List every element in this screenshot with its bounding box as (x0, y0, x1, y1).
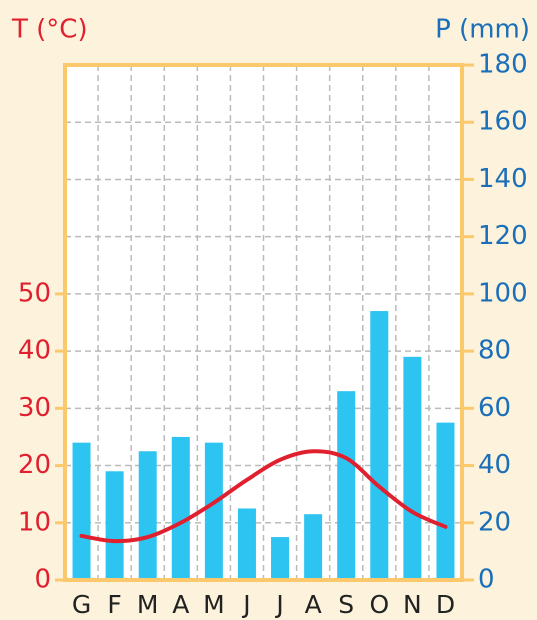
y2-tick-label: 40 (478, 450, 511, 480)
x-tick-label: M (137, 590, 159, 619)
y2-axis-label: P (mm) (435, 15, 530, 45)
bar (271, 537, 290, 580)
x-tick-label: F (107, 590, 121, 619)
y-tick-label: 50 (18, 278, 51, 308)
y-tick-label: 40 (18, 336, 51, 366)
y-tick-label: 30 (18, 393, 51, 423)
x-tick-label: J (274, 590, 283, 619)
y2-tick-label: 20 (478, 507, 511, 537)
y2-tick-label: 160 (478, 107, 528, 137)
bar (105, 471, 124, 580)
x-tick-label: S (338, 590, 354, 619)
y2-tick-label: 100 (478, 278, 528, 308)
y2-tick-label: 180 (478, 50, 528, 80)
y-tick-label: 0 (34, 565, 51, 595)
x-tick-label: O (369, 590, 389, 619)
y2-tick-label: 80 (478, 336, 511, 366)
x-tick-label: N (403, 590, 422, 619)
bar (237, 508, 256, 580)
bar (72, 442, 91, 580)
y2-tick-label: 140 (478, 164, 528, 194)
bar (403, 356, 422, 580)
marks (72, 311, 455, 580)
bar (337, 391, 356, 580)
y2-tick-label: 60 (478, 393, 511, 423)
plot-border (63, 63, 464, 582)
x-tick-label: D (436, 590, 455, 619)
bar (138, 451, 157, 580)
x-tick-label: G (72, 590, 91, 619)
x-tick-label: A (305, 590, 322, 619)
y2-tick-label: 0 (478, 565, 495, 595)
x-tick-label: J (241, 590, 250, 619)
y2-tick-label: 120 (478, 221, 528, 251)
bar (436, 422, 455, 580)
x-tick-label: M (203, 590, 225, 619)
bar (171, 436, 190, 580)
bar (304, 514, 323, 580)
bar (204, 442, 223, 580)
y-tick-label: 20 (18, 450, 51, 480)
temperature-line (79, 449, 448, 544)
y-axis-label: T (°C) (11, 15, 88, 45)
y-tick-label: 10 (18, 507, 51, 537)
x-tick-label: A (172, 590, 189, 619)
bar (370, 311, 389, 580)
